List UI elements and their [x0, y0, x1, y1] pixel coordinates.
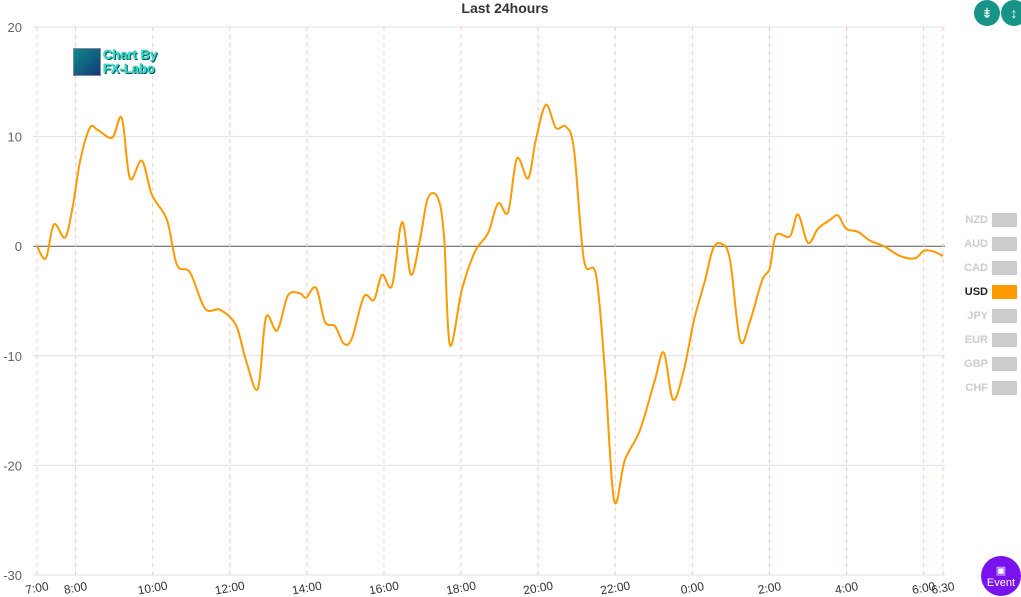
- legend-item-usd[interactable]: USD: [950, 280, 1017, 304]
- legend-label: USD: [964, 286, 988, 298]
- y-tick-label: 20: [8, 20, 22, 35]
- series-line-usd: [36, 103, 944, 505]
- compress-vertical-button[interactable]: ⇟: [974, 0, 1000, 26]
- x-tick-label: 6:00: [911, 579, 937, 597]
- legend-swatch: [992, 261, 1017, 275]
- legend-item-aud[interactable]: AUD: [950, 232, 1017, 256]
- chart-magnifier-icon: [73, 48, 101, 76]
- legend-item-chf[interactable]: CHF: [950, 376, 1017, 400]
- x-tick-label: 4:00: [834, 579, 860, 597]
- legend: NZD AUD CAD USD JPY EUR GBP CHF: [950, 208, 1017, 400]
- calendar-icon: ▣: [995, 564, 1007, 577]
- legend-swatch: [992, 285, 1017, 299]
- y-tick-label: -20: [3, 458, 22, 473]
- x-tick-label: 6:30: [930, 579, 956, 597]
- legend-label: JPY: [967, 310, 988, 322]
- expand-vertical-icon: ↕: [1010, 5, 1018, 21]
- legend-swatch: [992, 237, 1017, 251]
- x-tick-label: 8:00: [63, 579, 89, 597]
- x-tick-label: 20:00: [522, 578, 554, 597]
- watermark-logo: Chart By FX-Labo: [73, 48, 157, 76]
- x-tick-label: 12:00: [214, 578, 246, 597]
- legend-label: CHF: [965, 382, 988, 394]
- y-tick-label: 10: [8, 130, 22, 145]
- x-tick-label: 7:00: [24, 579, 50, 597]
- legend-item-nzd[interactable]: NZD: [950, 208, 1017, 232]
- chart-title: Last 24hours: [461, 0, 549, 16]
- x-tick-label: 22:00: [599, 578, 631, 597]
- x-tick-label: 2:00: [757, 579, 783, 597]
- compress-vertical-icon: ⇟: [981, 4, 993, 21]
- legend-label: GBP: [964, 358, 988, 370]
- x-tick-label: 14:00: [291, 578, 323, 597]
- legend-item-jpy[interactable]: JPY: [950, 304, 1017, 328]
- x-tick-label: 10:00: [137, 578, 169, 597]
- legend-label: NZD: [965, 214, 988, 226]
- y-tick-label: -30: [3, 568, 22, 583]
- x-tick-label: 18:00: [445, 578, 477, 597]
- legend-item-cad[interactable]: CAD: [950, 256, 1017, 280]
- legend-label: EUR: [964, 334, 988, 346]
- y-tick-label: -10: [3, 349, 22, 364]
- y-tick-label: 0: [15, 239, 22, 254]
- watermark-line1: Chart By: [103, 47, 158, 62]
- legend-swatch: [992, 357, 1017, 371]
- event-label: Event: [986, 576, 1016, 589]
- event-button[interactable]: ▣ Event: [981, 556, 1021, 596]
- watermark-line2: FX-Labo: [103, 61, 155, 76]
- legend-swatch: [992, 333, 1017, 347]
- x-tick-label: 0:00: [680, 579, 706, 597]
- legend-label: AUD: [964, 238, 988, 250]
- legend-item-gbp[interactable]: GBP: [950, 352, 1017, 376]
- x-tick-label: 16:00: [368, 578, 400, 597]
- expand-vertical-button[interactable]: ↕: [1001, 0, 1021, 26]
- legend-label: CAD: [964, 262, 988, 274]
- legend-item-eur[interactable]: EUR: [950, 328, 1017, 352]
- legend-swatch: [992, 213, 1017, 227]
- legend-swatch: [992, 309, 1017, 323]
- legend-swatch: [992, 381, 1017, 395]
